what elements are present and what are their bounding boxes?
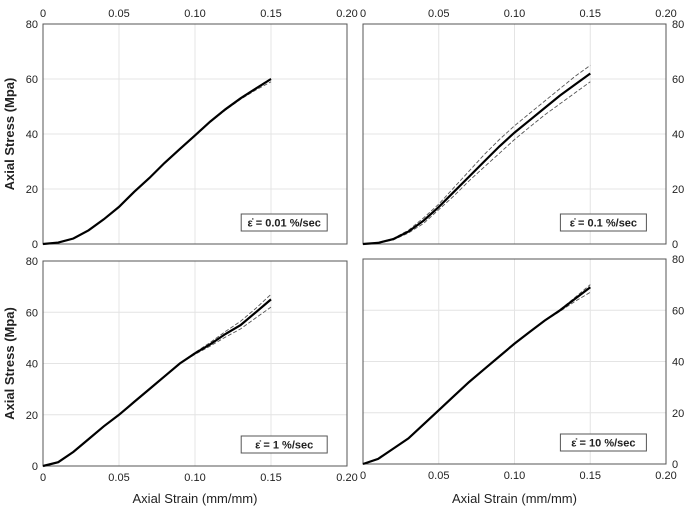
- y-axis-title: Axial Stress (Mpa): [2, 307, 17, 420]
- strain-rate-label-box: [240, 213, 328, 232]
- y-tick-label: 20: [672, 184, 684, 196]
- y-tick-label: 0: [672, 239, 678, 251]
- x-tick-label: 0.20: [336, 472, 357, 484]
- x-tick-label: 0: [360, 8, 366, 20]
- x-tick-label: 0.15: [260, 472, 281, 484]
- y-tick-label: 60: [26, 74, 38, 86]
- dashed-series-line: [42, 306, 272, 467]
- y-tick-label: 40: [672, 129, 684, 141]
- plot-frame: [42, 23, 348, 245]
- x-axis-title: Axial Strain (mm/mm): [452, 491, 577, 506]
- x-tick-label: 0.20: [655, 470, 676, 482]
- x-axis-title: Axial Strain (mm/mm): [133, 491, 258, 506]
- strain-rate-label: ε̇ = 0.01 %/sec: [247, 218, 320, 230]
- y-tick-label: 20: [672, 408, 684, 420]
- y-tick-label: 80: [26, 19, 38, 31]
- plot-frame: [42, 260, 348, 467]
- x-tick-label: 0.10: [184, 8, 205, 20]
- strain-rate-label: ε̇ = 10 %/sec: [571, 438, 635, 450]
- plot-frame: [362, 258, 667, 465]
- strain-rate-label: ε̇ = 1 %/sec: [255, 440, 313, 452]
- y-tick-label: 60: [26, 307, 38, 319]
- main-series-line: [42, 78, 272, 246]
- y-tick-label: 60: [672, 74, 684, 86]
- x-tick-label: 0.05: [428, 8, 449, 20]
- x-tick-label: 0: [40, 8, 46, 20]
- dashed-series-line: [362, 291, 591, 465]
- x-tick-label: 0.15: [580, 8, 601, 20]
- dashed-series-line: [42, 78, 272, 245]
- x-tick-label: 0.05: [108, 472, 129, 484]
- x-tick-label: 0.10: [504, 8, 525, 20]
- y-tick-label: 0: [672, 459, 678, 471]
- main-series-line: [362, 72, 591, 246]
- y-tick-label: 60: [672, 305, 684, 317]
- strain-rate-label-box: [559, 213, 647, 232]
- y-tick-label: 80: [26, 256, 38, 268]
- y-tick-label: 80: [672, 254, 684, 266]
- y-tick-label: 0: [32, 461, 38, 473]
- x-tick-label: 0.05: [428, 470, 449, 482]
- strain-rate-label: ε̇ = 0.1 %/sec: [570, 218, 637, 230]
- y-tick-label: 20: [26, 410, 38, 422]
- dashed-series-line: [362, 64, 591, 245]
- y-tick-label: 40: [26, 129, 38, 141]
- y-tick-label: 0: [32, 239, 38, 251]
- main-series-line: [362, 286, 591, 466]
- x-tick-label: 0.10: [504, 470, 525, 482]
- x-tick-label: 0.10: [184, 472, 205, 484]
- y-axis-title: Axial Stress (Mpa): [2, 78, 17, 191]
- y-tick-label: 80: [672, 19, 684, 31]
- dashed-series-line: [42, 81, 272, 245]
- x-tick-label: 0.15: [260, 8, 281, 20]
- strain-rate-label-box: [240, 435, 328, 454]
- x-tick-label: 0.20: [336, 8, 357, 20]
- strain-rate-label-box: [559, 433, 647, 452]
- x-tick-label: 0.05: [108, 8, 129, 20]
- dashed-series-line: [42, 293, 272, 467]
- x-tick-label: 0: [40, 472, 46, 484]
- y-tick-label: 40: [26, 359, 38, 371]
- y-tick-label: 40: [672, 357, 684, 369]
- x-tick-label: 0.15: [580, 470, 601, 482]
- plot-frame: [362, 23, 667, 245]
- x-tick-label: 0: [360, 470, 366, 482]
- x-tick-label: 0.20: [655, 8, 676, 20]
- y-tick-label: 20: [26, 184, 38, 196]
- main-series-line: [42, 298, 272, 468]
